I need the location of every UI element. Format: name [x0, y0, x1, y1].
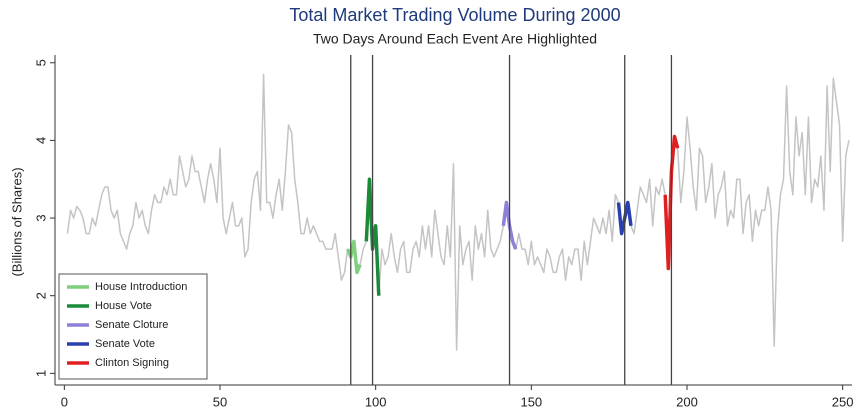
x-tick-label: 150	[520, 394, 542, 409]
y-tick-label: 2	[33, 292, 48, 299]
x-tick-label: 100	[365, 394, 387, 409]
y-tick-label: 4	[33, 137, 48, 144]
x-tick-label: 0	[61, 394, 68, 409]
x-tick-label: 50	[213, 394, 227, 409]
volume-line	[66, 73, 850, 351]
x-tick-label: 250	[832, 394, 854, 409]
legend-label: House Introduction	[95, 281, 187, 293]
x-tick-label: 200	[676, 394, 698, 409]
highlight-line	[346, 239, 362, 275]
legend-label: Clinton Signing	[95, 357, 169, 369]
y-tick-label: 5	[33, 59, 48, 66]
legend-label: House Vote	[95, 300, 152, 312]
chart-title: Total Market Trading Volume During 2000	[289, 5, 620, 25]
legend: House Introduction House Vote Senate Clotu…	[58, 273, 208, 380]
legend-label: Senate Vote	[95, 338, 155, 350]
y-tick-label: 3	[33, 214, 48, 221]
chart-subtitle: Two Days Around Each Event Are Highlight…	[313, 31, 597, 47]
legend-label: Senate Cloture	[95, 319, 168, 331]
y-axis-label: (Billions of Shares)	[9, 167, 24, 276]
y-tick-label: 1	[33, 370, 48, 377]
